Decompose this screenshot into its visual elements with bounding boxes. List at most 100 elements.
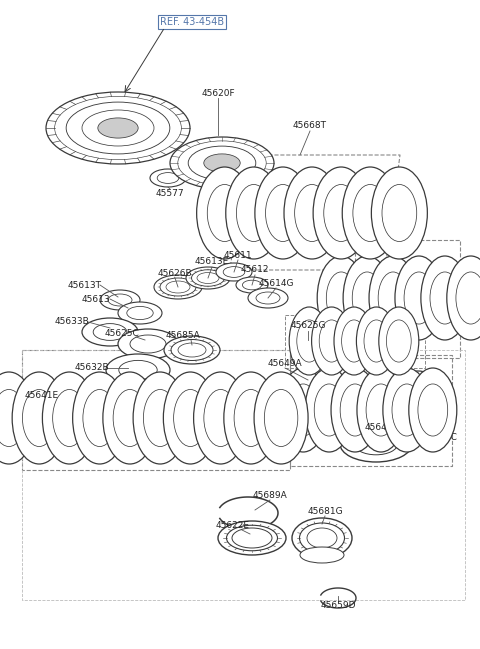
Ellipse shape bbox=[103, 372, 157, 464]
Ellipse shape bbox=[204, 389, 237, 447]
Ellipse shape bbox=[392, 384, 422, 436]
Ellipse shape bbox=[284, 167, 340, 259]
Ellipse shape bbox=[300, 523, 345, 553]
Ellipse shape bbox=[366, 384, 396, 436]
Ellipse shape bbox=[394, 371, 442, 419]
Ellipse shape bbox=[352, 272, 382, 324]
Ellipse shape bbox=[163, 372, 217, 464]
Ellipse shape bbox=[0, 372, 36, 464]
Ellipse shape bbox=[235, 530, 269, 546]
Ellipse shape bbox=[307, 528, 337, 548]
Ellipse shape bbox=[12, 372, 66, 464]
Ellipse shape bbox=[334, 307, 374, 375]
Ellipse shape bbox=[160, 278, 196, 296]
Ellipse shape bbox=[83, 389, 116, 447]
Ellipse shape bbox=[46, 92, 190, 164]
Ellipse shape bbox=[447, 256, 480, 340]
Ellipse shape bbox=[386, 320, 411, 362]
Text: 45613T: 45613T bbox=[68, 280, 102, 289]
Text: 45577: 45577 bbox=[156, 190, 184, 199]
Ellipse shape bbox=[379, 307, 419, 375]
Ellipse shape bbox=[242, 280, 262, 290]
Ellipse shape bbox=[289, 307, 329, 375]
Ellipse shape bbox=[383, 368, 431, 452]
Ellipse shape bbox=[178, 141, 266, 185]
Text: 45641E: 45641E bbox=[25, 391, 59, 400]
Ellipse shape bbox=[174, 389, 207, 447]
Ellipse shape bbox=[186, 267, 230, 289]
Ellipse shape bbox=[456, 272, 480, 324]
Text: 45625G: 45625G bbox=[290, 321, 326, 330]
Ellipse shape bbox=[178, 343, 206, 357]
Ellipse shape bbox=[197, 273, 219, 284]
Ellipse shape bbox=[236, 184, 271, 241]
Ellipse shape bbox=[297, 320, 322, 362]
Ellipse shape bbox=[313, 167, 369, 259]
Ellipse shape bbox=[119, 360, 157, 380]
Text: 45644C: 45644C bbox=[365, 424, 399, 432]
Text: 45633B: 45633B bbox=[55, 317, 89, 326]
Ellipse shape bbox=[100, 290, 140, 310]
Text: 45620F: 45620F bbox=[201, 88, 235, 97]
Ellipse shape bbox=[378, 272, 408, 324]
Ellipse shape bbox=[171, 339, 213, 360]
Text: 45621: 45621 bbox=[188, 395, 216, 404]
Ellipse shape bbox=[342, 320, 366, 362]
Ellipse shape bbox=[254, 372, 308, 464]
Text: 45626B: 45626B bbox=[158, 269, 192, 278]
Ellipse shape bbox=[207, 184, 242, 241]
Ellipse shape bbox=[218, 521, 286, 555]
Text: 45615E: 45615E bbox=[398, 373, 432, 382]
Ellipse shape bbox=[265, 184, 300, 241]
Ellipse shape bbox=[372, 167, 427, 259]
Ellipse shape bbox=[234, 389, 267, 447]
Ellipse shape bbox=[343, 256, 391, 340]
Ellipse shape bbox=[226, 167, 282, 259]
Ellipse shape bbox=[400, 377, 436, 413]
Ellipse shape bbox=[357, 368, 405, 452]
Ellipse shape bbox=[55, 96, 181, 160]
Ellipse shape bbox=[216, 263, 252, 281]
Ellipse shape bbox=[340, 384, 370, 436]
Text: 45681G: 45681G bbox=[307, 506, 343, 515]
Ellipse shape bbox=[93, 324, 127, 340]
Ellipse shape bbox=[150, 169, 186, 187]
Ellipse shape bbox=[342, 167, 398, 259]
Ellipse shape bbox=[404, 272, 434, 324]
Ellipse shape bbox=[433, 422, 443, 432]
Text: 45612: 45612 bbox=[241, 265, 269, 275]
Ellipse shape bbox=[23, 389, 56, 447]
Ellipse shape bbox=[130, 335, 166, 353]
Ellipse shape bbox=[164, 336, 220, 364]
Text: 45611: 45611 bbox=[224, 251, 252, 260]
Text: 45670B: 45670B bbox=[372, 210, 408, 219]
Ellipse shape bbox=[409, 368, 457, 452]
Text: 45632B: 45632B bbox=[75, 363, 109, 373]
Ellipse shape bbox=[353, 184, 388, 241]
Ellipse shape bbox=[312, 307, 351, 375]
Ellipse shape bbox=[356, 307, 396, 375]
Text: 45659D: 45659D bbox=[320, 602, 356, 611]
Ellipse shape bbox=[314, 384, 344, 436]
Ellipse shape bbox=[82, 110, 154, 146]
Ellipse shape bbox=[113, 389, 146, 447]
Ellipse shape bbox=[118, 329, 178, 359]
Text: 45613E: 45613E bbox=[195, 258, 229, 267]
Ellipse shape bbox=[197, 167, 252, 259]
Ellipse shape bbox=[421, 256, 469, 340]
Ellipse shape bbox=[42, 372, 96, 464]
Ellipse shape bbox=[430, 272, 460, 324]
Ellipse shape bbox=[331, 368, 379, 452]
Ellipse shape bbox=[354, 433, 397, 455]
Ellipse shape bbox=[98, 118, 138, 138]
Ellipse shape bbox=[118, 302, 162, 324]
Ellipse shape bbox=[223, 267, 245, 277]
Ellipse shape bbox=[193, 372, 248, 464]
Ellipse shape bbox=[248, 288, 288, 308]
Ellipse shape bbox=[227, 525, 277, 551]
Text: 45614G: 45614G bbox=[258, 278, 294, 288]
Ellipse shape bbox=[236, 277, 268, 293]
Text: 45625C: 45625C bbox=[105, 330, 139, 339]
Ellipse shape bbox=[0, 389, 25, 447]
Ellipse shape bbox=[106, 354, 170, 386]
